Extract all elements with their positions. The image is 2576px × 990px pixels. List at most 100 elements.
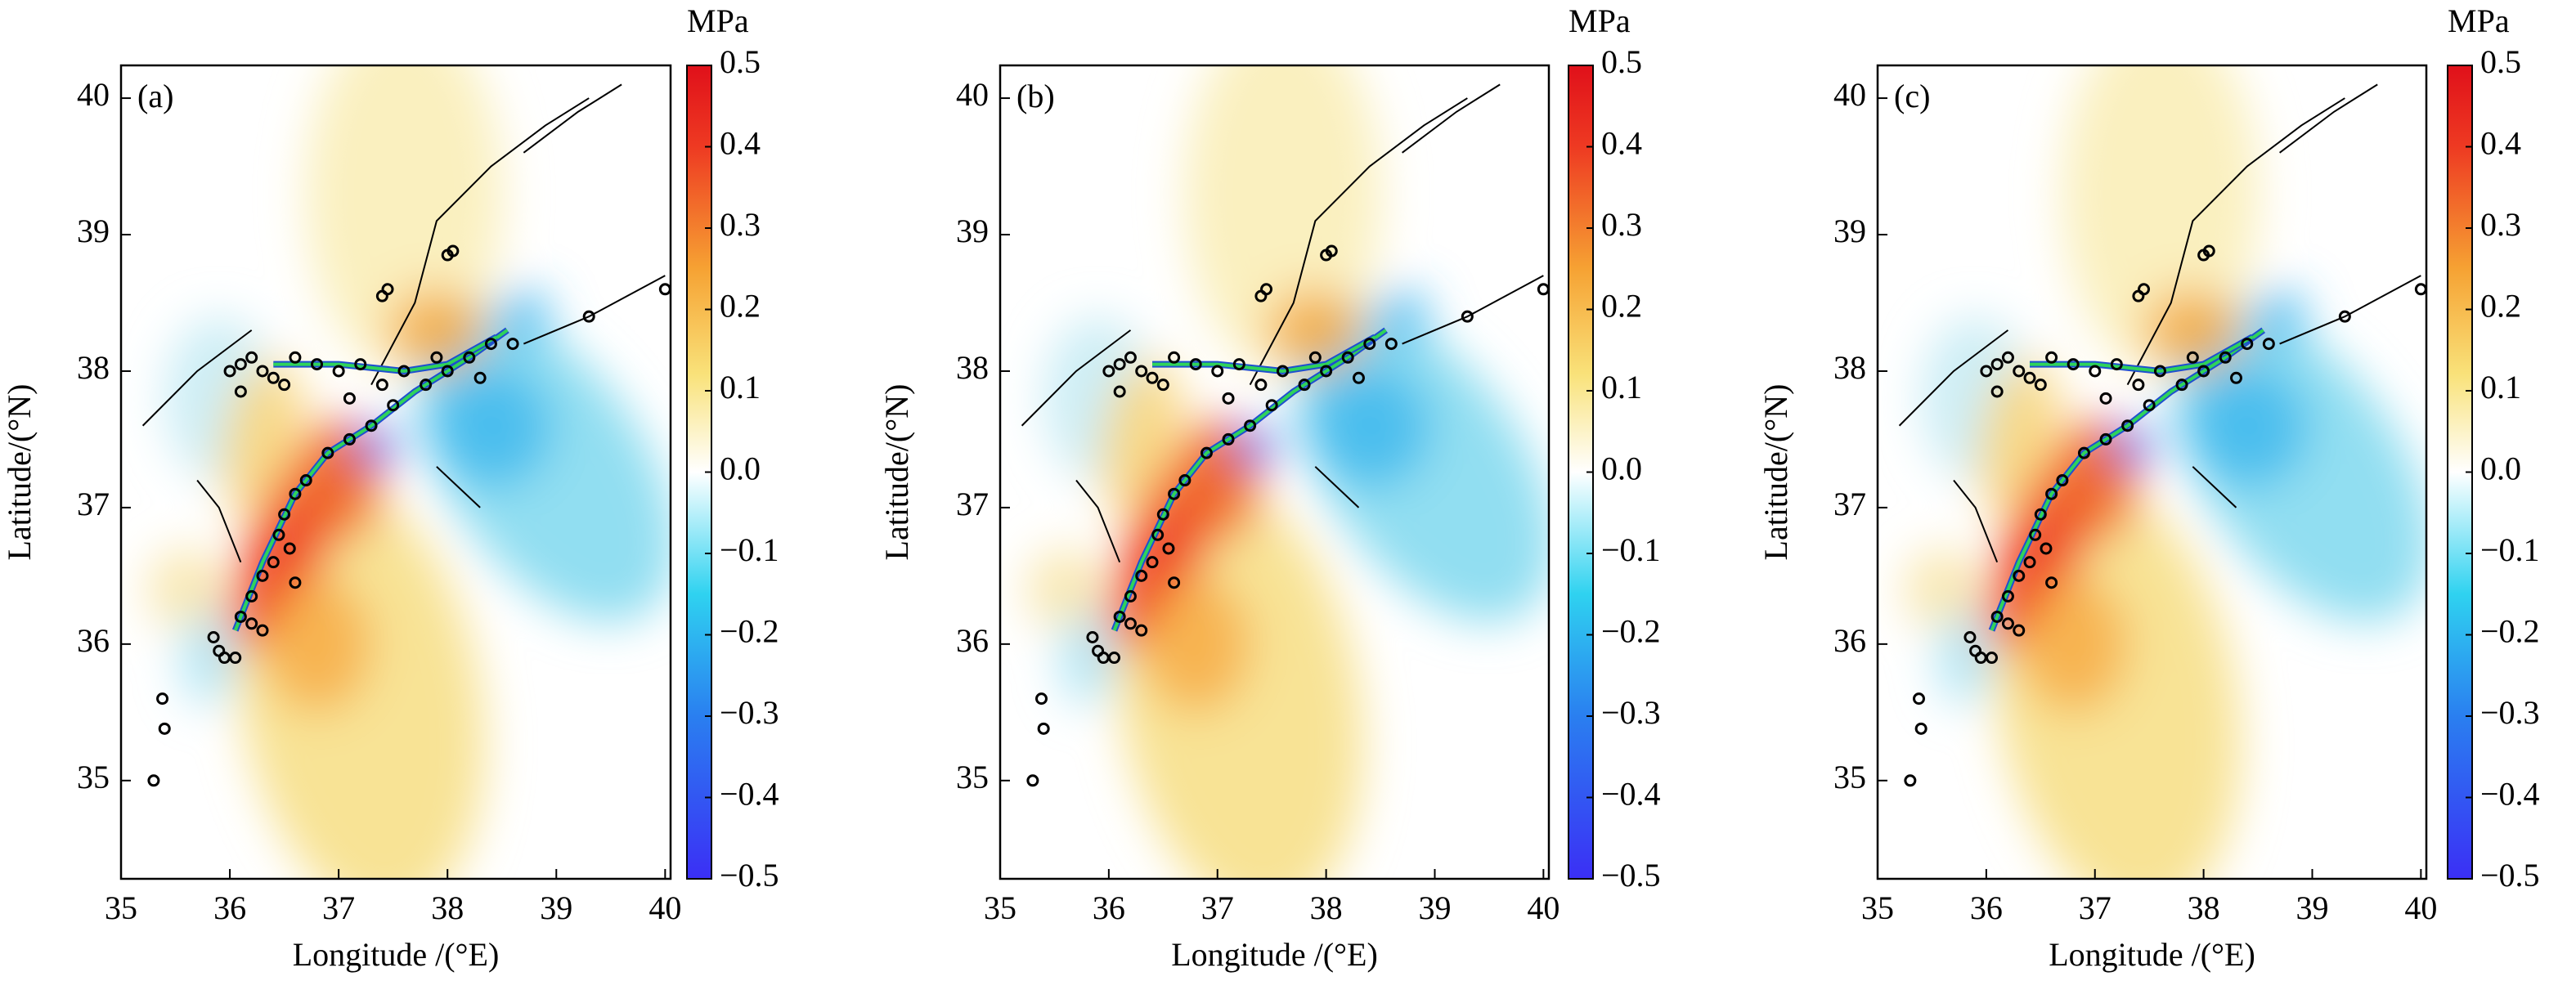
event-marker (1124, 617, 1137, 630)
colorbar-tick-label: −0.1 (720, 531, 779, 568)
event-marker (245, 617, 258, 630)
fault-line (1075, 479, 1121, 563)
event-marker (1265, 399, 1278, 412)
event-marker (1162, 542, 1175, 555)
y-tick-label: 38 (956, 349, 989, 386)
event-marker (245, 351, 258, 364)
fault-line (370, 97, 590, 386)
y-tick-label: 35 (956, 759, 989, 795)
event-marker (1244, 419, 1257, 432)
colorbar-tick-label: −0.5 (2480, 857, 2540, 894)
stress-lobe (148, 548, 225, 631)
fault-line (2126, 97, 2345, 386)
event-marker (1912, 692, 1925, 706)
colorbar-tick-label: 0.3 (2480, 206, 2521, 243)
colorbar-tick-label: 0.2 (1601, 288, 1642, 325)
x-tick-label: 35 (1861, 889, 1894, 926)
events (1026, 244, 1549, 787)
event-marker (1276, 365, 1289, 378)
event-marker (207, 631, 220, 644)
colorbar-tick-label: −0.3 (720, 694, 779, 731)
event-marker (397, 365, 411, 378)
axes-frame (999, 64, 1551, 880)
fault-line (196, 479, 242, 563)
event-marker (1384, 338, 1398, 351)
event-marker (1211, 365, 1224, 378)
colorbar-label: MPa (1568, 2, 1631, 39)
event-marker (332, 365, 345, 378)
event-marker (283, 542, 296, 555)
event-marker (147, 774, 160, 787)
event-marker (1914, 722, 1928, 735)
event-marker (2040, 542, 2053, 555)
panel: 35 36 37 38 39 40 35 36 37 38 39 40 Longitude /(°E) L… (1757, 2, 2539, 973)
event-marker (1990, 358, 2004, 371)
x-tick-label: 37 (2079, 889, 2112, 926)
y-tick-label: 36 (1833, 622, 1866, 659)
event-marker (582, 310, 595, 323)
event-marker (1189, 358, 1202, 371)
colorbar-tick-label: 0.1 (1601, 369, 1642, 405)
event-marker (1146, 371, 1159, 384)
stress-lobe (2187, 365, 2308, 487)
event-marker (1113, 610, 1126, 623)
event-marker (2175, 379, 2188, 392)
event-marker (278, 508, 291, 521)
event-marker (2132, 289, 2145, 302)
stress-lobe (2252, 289, 2307, 344)
event-marker (1232, 358, 1245, 371)
y-axis-label: Latitude/(°N) (1, 384, 38, 561)
stress-lobes (148, 65, 671, 879)
event-marker (506, 338, 519, 351)
event-marker (2241, 338, 2254, 351)
fault-line (523, 83, 622, 154)
event-marker (430, 351, 443, 364)
colorbar-tick-label: −0.2 (720, 613, 779, 650)
stress-lobe (355, 425, 399, 467)
x-tick-label: 40 (1527, 889, 1560, 926)
event-marker (2001, 351, 2014, 364)
event-marker (234, 385, 247, 398)
y-tick-label: 38 (1833, 349, 1866, 386)
event-marker (2023, 371, 2036, 384)
event-marker (473, 371, 487, 384)
event-marker (2099, 432, 2112, 446)
event-marker (343, 432, 356, 446)
event-marker (158, 722, 171, 735)
colorbar-tick-label: −0.1 (2480, 531, 2540, 568)
stress-field (1021, 65, 1549, 879)
event-marker (1102, 365, 1115, 378)
event-marker (343, 392, 356, 405)
event-marker (2001, 589, 2014, 603)
colorbar-tick-label: 0.0 (1601, 450, 1642, 487)
x-tick-label: 39 (2296, 889, 2328, 926)
event-marker (1254, 379, 1268, 392)
panel: 35 36 37 38 39 40 35 36 37 38 39 40 Longitude /(°E) L… (1, 2, 779, 973)
y-tick-label: 35 (77, 759, 110, 795)
x-tick-label: 36 (1093, 889, 1125, 926)
stress-lobe (1060, 610, 1115, 706)
colorbar-tick-label: 0.5 (2480, 43, 2521, 80)
event-marker (256, 624, 269, 637)
stress-lobe (1375, 289, 1429, 344)
event-marker (1097, 652, 1110, 665)
event-marker (2089, 365, 2102, 378)
y-tick-label: 37 (77, 486, 110, 522)
stress-field (1898, 65, 2426, 879)
stress-lobe (1905, 548, 1981, 631)
y-tick-label: 37 (956, 486, 989, 522)
event-marker (1086, 631, 1099, 644)
event-marker (2045, 487, 2058, 500)
event-marker (1168, 576, 1181, 589)
colorbar-tick-label: 0.0 (720, 450, 761, 487)
colorbar-tick-label: −0.4 (1601, 776, 1661, 813)
colorbar-tick-label: 0.2 (720, 288, 761, 325)
axes-frame (119, 64, 672, 880)
stress-lobes (1027, 65, 1549, 879)
event-marker (2121, 419, 2134, 432)
axes-frame (1876, 64, 2428, 880)
colorbar-tick-label: −0.4 (720, 776, 779, 813)
fault-line (141, 329, 253, 427)
event-marker (2001, 617, 2014, 630)
event-marker (2219, 351, 2232, 364)
